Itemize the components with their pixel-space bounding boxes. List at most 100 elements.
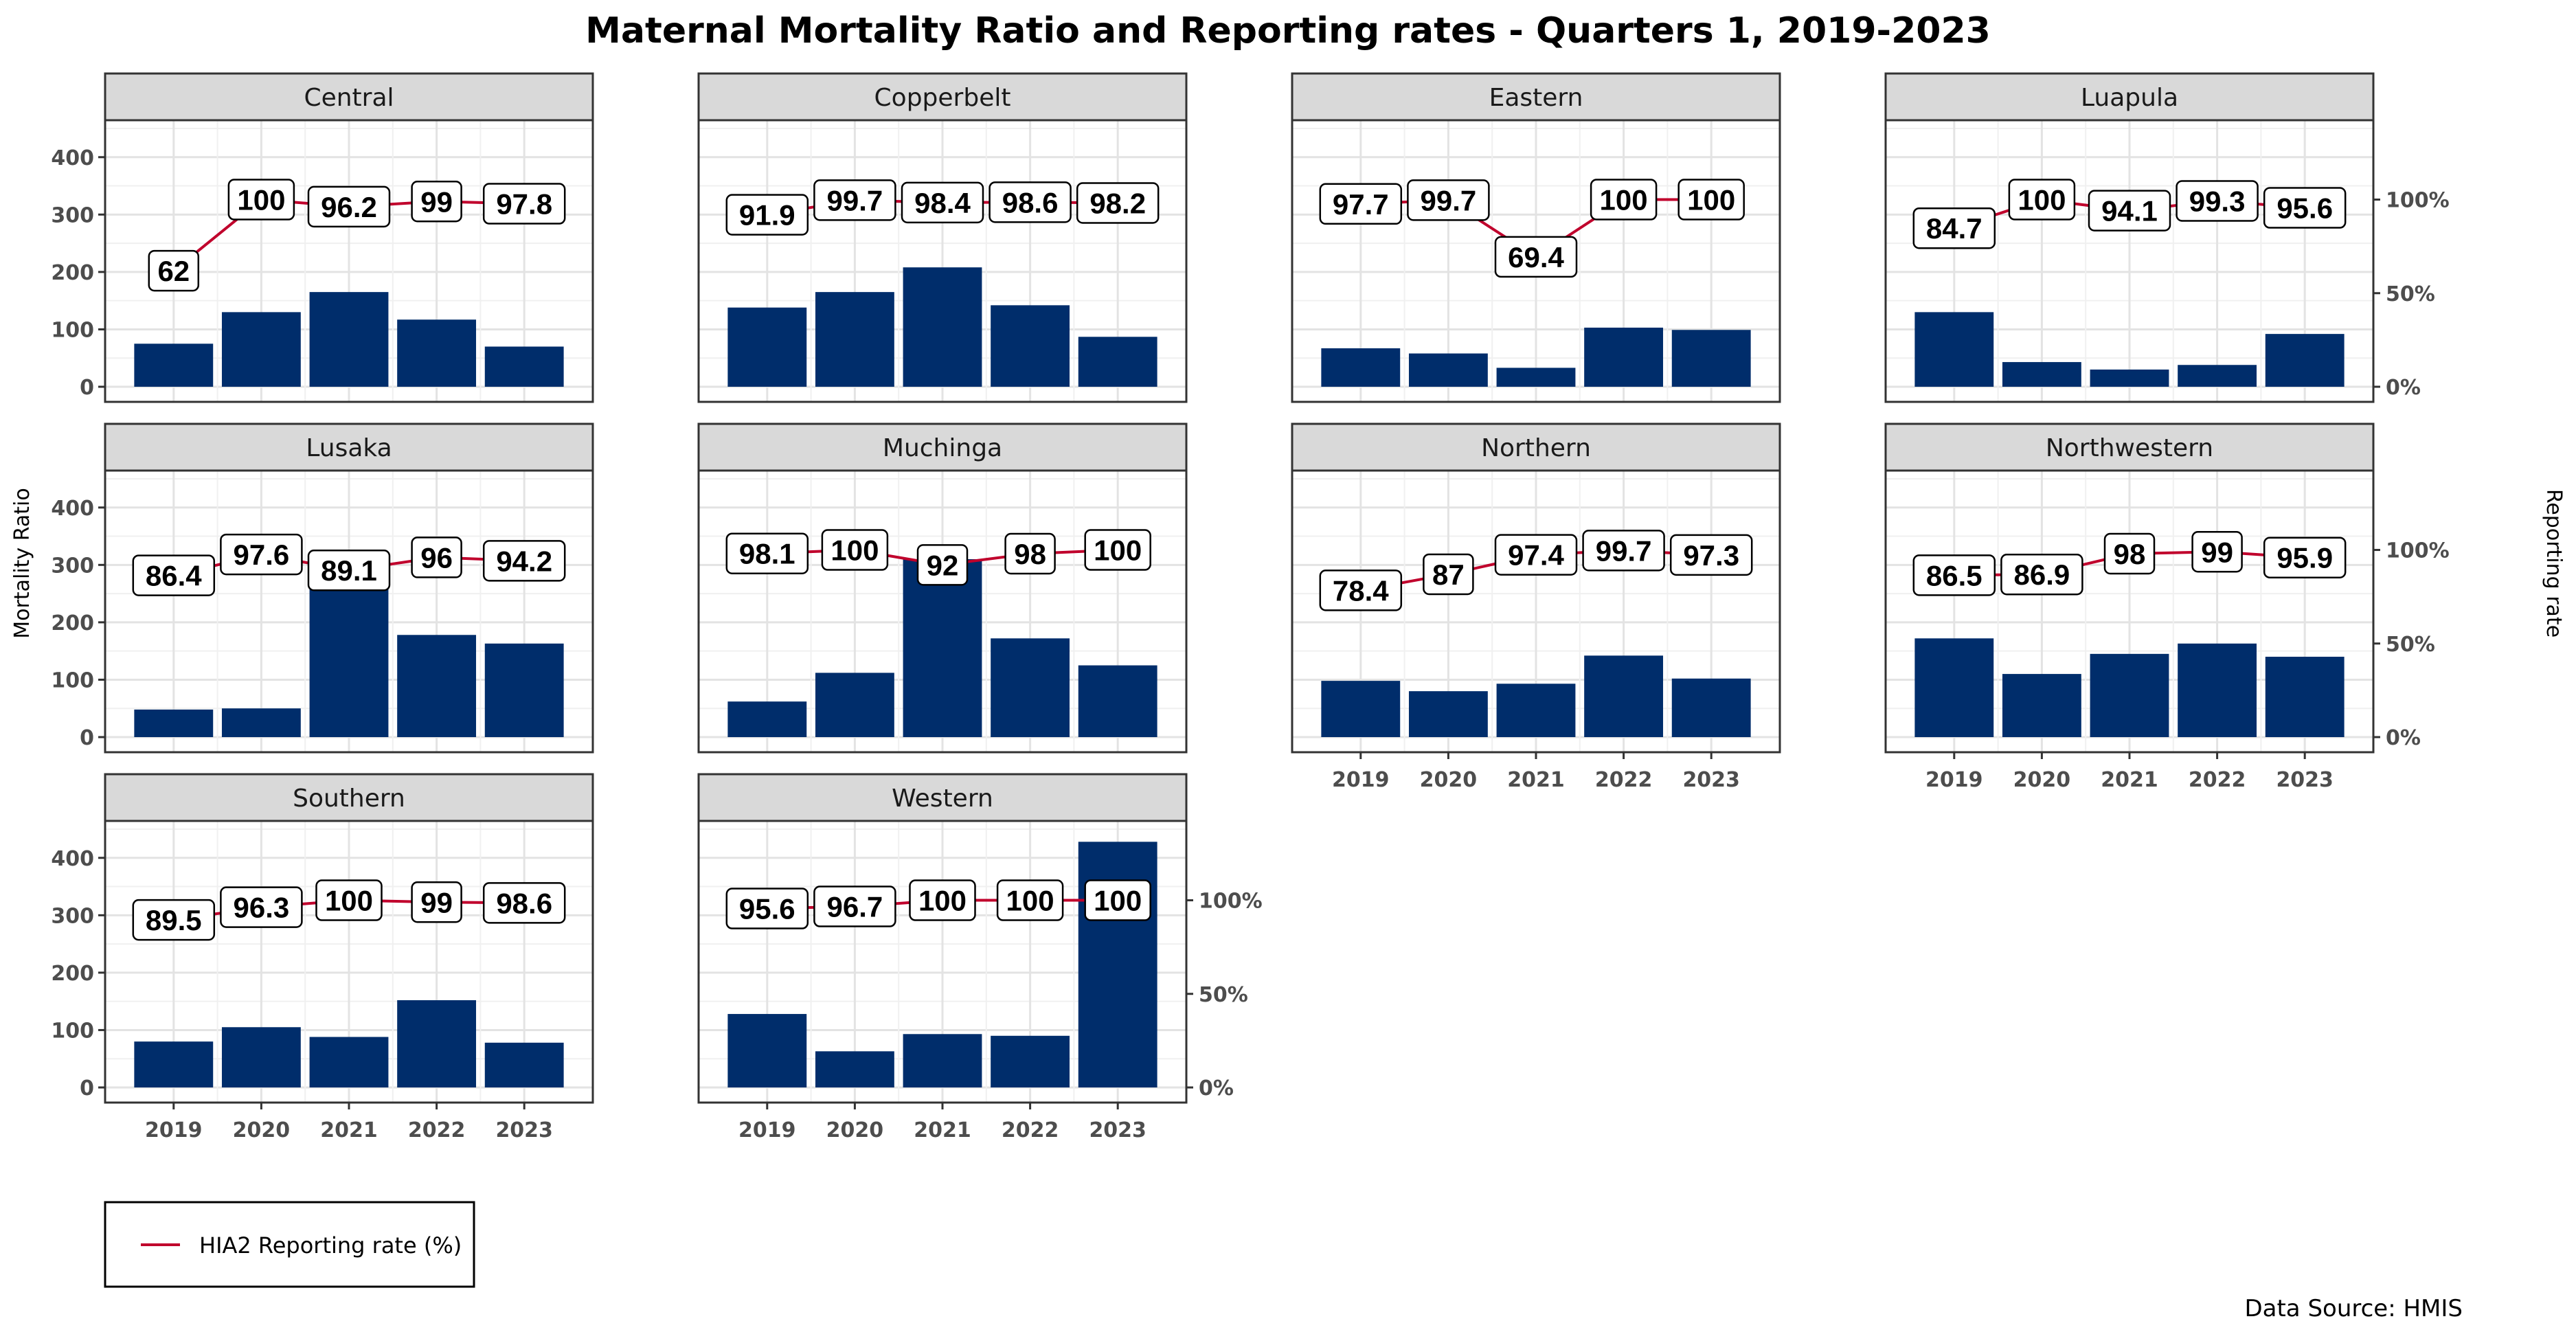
bar-northwestern-2020 — [2002, 674, 2081, 737]
panel-western: Western 95.6 96.7 100 100 100 0% 50% 100% 2019 202… — [697, 773, 1263, 1142]
bar-central-2021 — [309, 292, 389, 387]
x-tick-label: 2020 — [1420, 768, 1478, 792]
bar-luapula-2023 — [2265, 334, 2345, 387]
y2-tick-label: 0% — [2386, 376, 2421, 400]
bar-copperbelt-2023 — [1078, 337, 1157, 387]
x-tick-label: 2020 — [2013, 768, 2071, 792]
bar-northern-2023 — [1671, 678, 1751, 737]
panel-lusaka: Lusaka 86.4 97.6 89.1 96 94.2 0 100 200 300 400 — [51, 422, 594, 754]
bar-lusaka-2021 — [309, 587, 389, 737]
x-tick-label: 2023 — [1089, 1118, 1146, 1142]
rate-label-box — [988, 181, 1072, 223]
bar-copperbelt-2021 — [903, 267, 982, 387]
bar-central-2022 — [397, 319, 477, 387]
panel-title: Lusaka — [306, 434, 392, 462]
bar-muchinga-2020 — [815, 673, 894, 737]
rate-label-box — [1669, 534, 1753, 576]
rate-label: 99.3 — [2189, 185, 2246, 217]
y2-tick-label: 50% — [2386, 282, 2435, 306]
rate-label-box — [307, 549, 391, 591]
rate-label: 96.2 — [321, 191, 377, 223]
rate-label: 98.1 — [739, 538, 795, 570]
chart-title: Maternal Mortality Ratio and Reporting r… — [585, 10, 1991, 52]
rate-label: 69.4 — [1508, 241, 1564, 273]
rate-label: 78.4 — [1333, 574, 1389, 607]
x-tick-label: 2019 — [145, 1118, 203, 1142]
bar-northwestern-2023 — [2265, 657, 2345, 737]
rate-label-box — [1677, 179, 1745, 221]
rate-label-box — [1319, 183, 1403, 225]
rate-label: 97.8 — [496, 188, 552, 221]
rate-label: 100 — [1006, 885, 1054, 917]
bar-western-2023 — [1078, 842, 1157, 1087]
panel-muchinga: Muchinga 98.1 100 92 98 100 — [697, 422, 1188, 754]
y-tick-label: 100 — [51, 318, 94, 342]
rate-label-box — [411, 537, 462, 578]
rate-label-box — [725, 194, 809, 236]
bar-northern-2020 — [1408, 691, 1488, 737]
rate-label-box — [132, 899, 216, 941]
rate-label: 95.9 — [2276, 542, 2333, 574]
panel-strip — [697, 72, 1188, 122]
panel-title: Central — [304, 84, 394, 112]
x-tick-label: 2021 — [2101, 768, 2158, 792]
rate-label-box — [2008, 179, 2076, 221]
rate-label: 97.7 — [1333, 188, 1389, 221]
panel-border — [697, 469, 1188, 754]
bar-northern-2019 — [1321, 681, 1401, 737]
x-tick-label: 2023 — [1682, 768, 1740, 792]
rate-label-box — [2000, 553, 2083, 596]
panel-strip — [1884, 72, 2375, 122]
rate-label: 98 — [1014, 538, 1046, 570]
bar-copperbelt-2022 — [991, 305, 1070, 387]
rate-label-box — [2103, 532, 2156, 575]
y-tick-label: 400 — [51, 497, 94, 521]
bar-central-2023 — [484, 346, 564, 387]
rate-label: 98 — [2114, 538, 2146, 570]
bar-lusaka-2022 — [397, 635, 477, 737]
bar-luapula-2019 — [1914, 312, 1994, 387]
rate-label: 89.1 — [321, 554, 377, 587]
x-tick-label: 2022 — [2189, 768, 2246, 792]
y2-tick-label: 50% — [1199, 983, 1248, 1007]
panel-title: Muchinga — [883, 434, 1002, 462]
rate-label: 86.4 — [146, 560, 202, 592]
legend-label: HIA2 Reporting rate (%) — [199, 1232, 462, 1259]
rate-label: 96.3 — [234, 892, 290, 924]
rate-label: 95.6 — [2276, 192, 2333, 225]
rate-label: 98.6 — [496, 887, 552, 919]
rate-label-box — [148, 249, 200, 292]
y2-tick-label: 0% — [1199, 1076, 1234, 1101]
x-tick-label: 2019 — [1925, 768, 1983, 792]
panel-title: Luapula — [2081, 84, 2178, 112]
bar-western-2020 — [815, 1051, 894, 1087]
bar-western-2022 — [991, 1035, 1070, 1087]
bar-eastern-2021 — [1496, 368, 1576, 387]
rate-label-box — [1084, 529, 1151, 571]
rate-label: 91.9 — [739, 199, 795, 232]
y-tick-label: 0 — [80, 726, 94, 750]
panel-border — [1884, 119, 2375, 403]
bar-central-2019 — [134, 343, 214, 387]
rate-label: 96 — [420, 541, 453, 574]
panel-title: Northern — [1481, 434, 1591, 462]
x-tick-label: 2022 — [1595, 768, 1653, 792]
rate-label: 100 — [1094, 534, 1142, 567]
y2-tick-label: 50% — [2386, 633, 2435, 657]
panel-title: Western — [892, 785, 993, 813]
y2-axis-title: Reporting rate — [2542, 489, 2566, 637]
panel-strip — [697, 773, 1188, 822]
bar-northwestern-2019 — [1914, 638, 1994, 737]
rate-label-box — [1590, 179, 1658, 221]
rate-label-box — [2263, 537, 2347, 578]
panel-southern: Southern 89.5 96.3 100 99 98.6 0 100 200 300 400 20… — [51, 773, 594, 1142]
bar-southern-2021 — [309, 1037, 389, 1087]
x-tick-label: 2020 — [233, 1118, 291, 1142]
rate-label: 100 — [2018, 184, 2066, 216]
rate-label-box — [482, 540, 566, 582]
y-tick-label: 300 — [51, 554, 94, 578]
bar-luapula-2021 — [2090, 369, 2169, 387]
bar-southern-2019 — [134, 1041, 214, 1087]
bar-western-2021 — [903, 1034, 982, 1087]
x-tick-label: 2021 — [914, 1118, 971, 1142]
